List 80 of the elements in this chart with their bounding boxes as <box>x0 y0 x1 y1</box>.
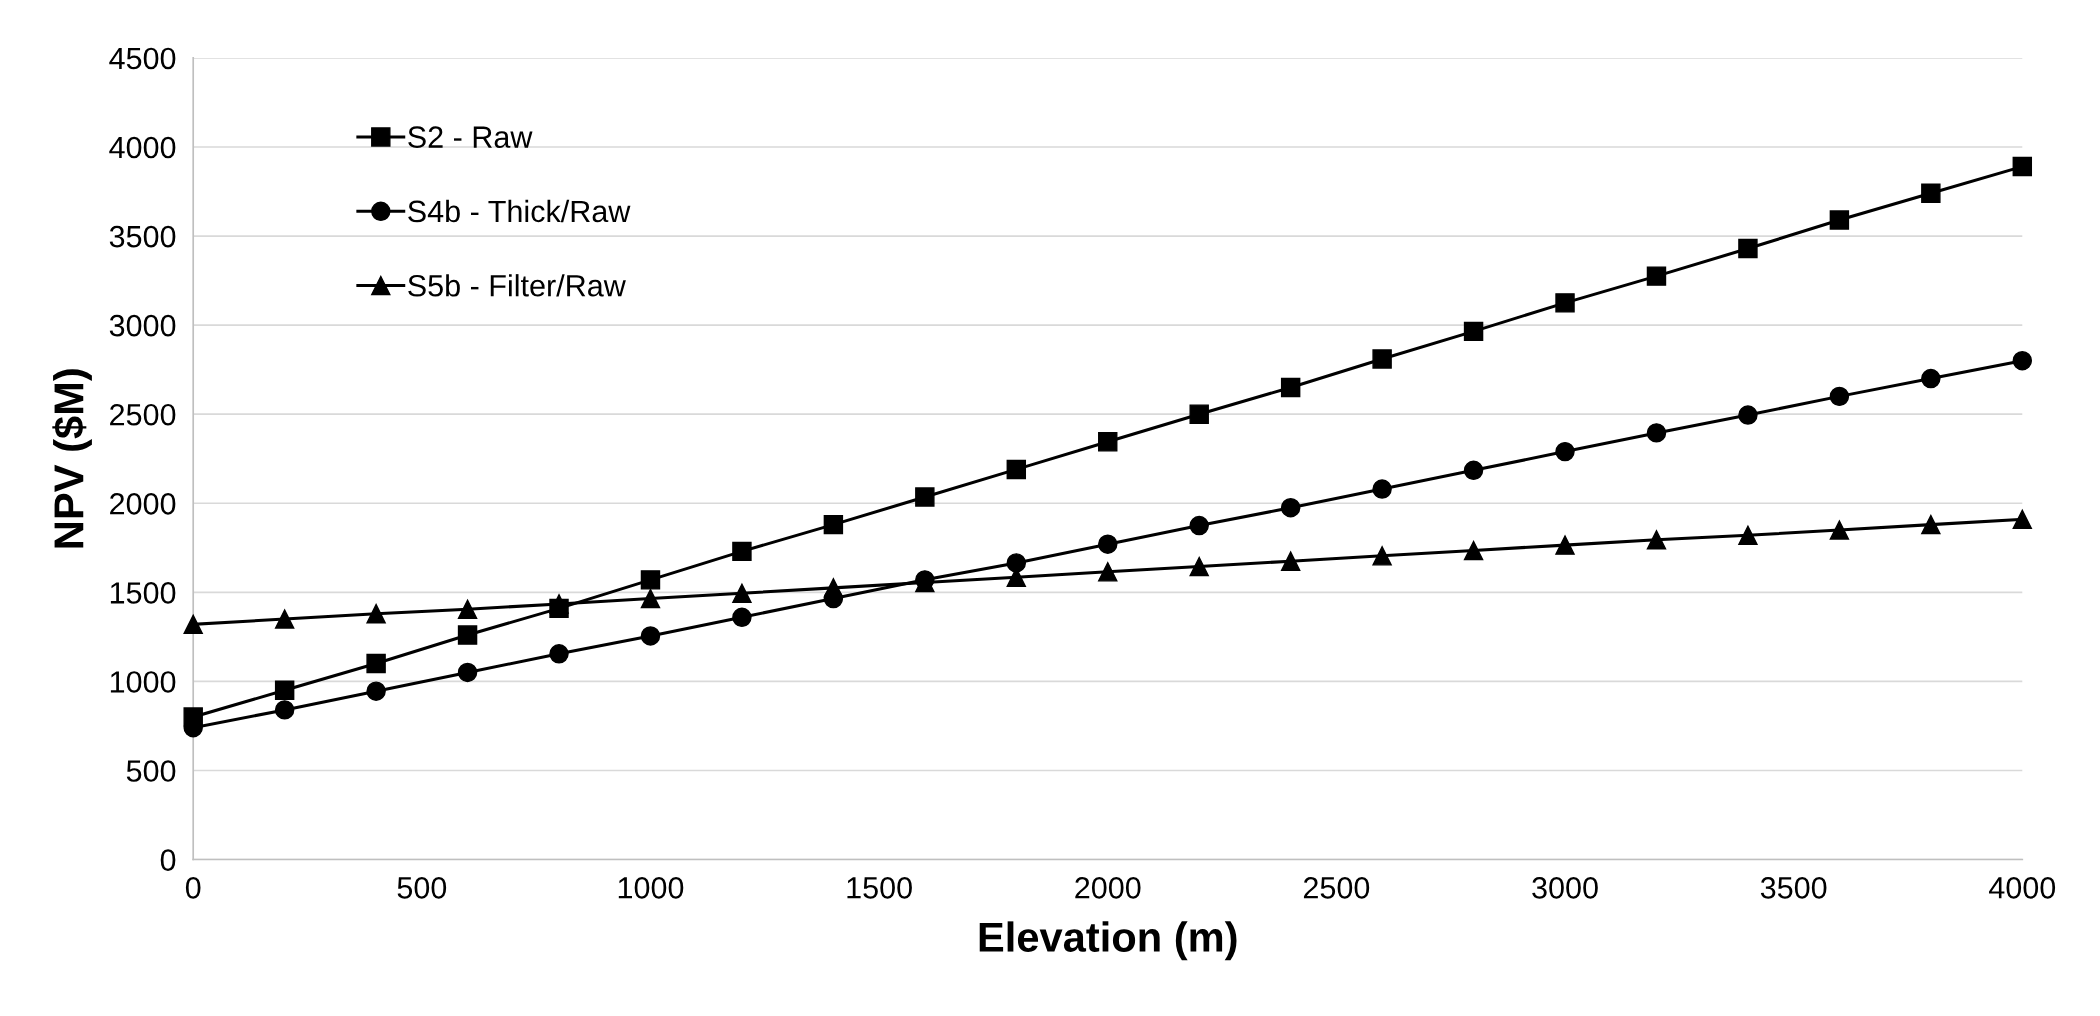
point <box>1829 520 1850 540</box>
point <box>1006 459 1027 480</box>
y-tick-label: 1500 <box>110 582 176 604</box>
point <box>640 570 661 590</box>
x-tick-label: 500 <box>397 877 447 899</box>
point <box>457 662 478 683</box>
point <box>823 514 844 535</box>
point <box>1189 556 1209 577</box>
point <box>732 607 752 627</box>
point <box>1372 349 1392 369</box>
point <box>1555 535 1575 555</box>
point <box>274 609 295 629</box>
y-tick-label: 3000 <box>109 314 176 337</box>
point <box>366 653 386 674</box>
point <box>366 681 386 701</box>
point <box>2012 351 2033 371</box>
point <box>1463 460 1484 481</box>
y-tick-label: 0 <box>160 849 176 871</box>
point <box>1463 540 1484 561</box>
y-tick-label: 3500 <box>109 225 176 248</box>
point <box>183 614 203 635</box>
point <box>1738 238 1758 259</box>
x-tick-label: 2500 <box>1303 877 1370 899</box>
point <box>1463 321 1484 342</box>
point <box>915 487 935 507</box>
y-tick-label: 2500 <box>110 403 176 426</box>
point <box>1189 515 1209 536</box>
point <box>1738 405 1758 425</box>
point <box>1646 266 1667 286</box>
point <box>1098 562 1118 582</box>
point <box>1372 546 1392 566</box>
point <box>823 578 844 598</box>
y-tick-label: 4500 <box>109 47 176 70</box>
y-tick-label: 1000 <box>110 671 176 693</box>
point <box>457 599 478 619</box>
x-tick-label: 1000 <box>618 877 684 899</box>
point <box>1738 525 1758 546</box>
x-tick-label: 3000 <box>1532 877 1598 899</box>
point <box>1372 479 1392 499</box>
point <box>2012 156 2033 177</box>
point <box>732 583 752 603</box>
x-tick-label: 0 <box>185 877 201 899</box>
point <box>1280 551 1301 571</box>
point <box>1921 183 1941 204</box>
point <box>1098 432 1118 452</box>
legend-label: S5b - Filter/Raw <box>408 274 626 297</box>
y-axis-title: NPV ($M) <box>52 369 92 548</box>
point <box>274 680 295 701</box>
point <box>732 541 752 562</box>
point <box>457 625 478 645</box>
point <box>1829 386 1850 407</box>
point <box>1280 497 1301 518</box>
point <box>1189 404 1209 424</box>
point <box>2012 509 2033 530</box>
point <box>640 626 661 646</box>
point <box>549 594 569 614</box>
point <box>1646 423 1667 443</box>
x-tick-label: 3500 <box>1760 877 1827 899</box>
point <box>1829 210 1850 230</box>
point <box>1280 377 1301 398</box>
x-tick-label: 1500 <box>847 877 912 899</box>
point <box>1006 553 1027 573</box>
point <box>1555 441 1575 462</box>
point <box>1555 293 1575 313</box>
point <box>366 603 386 624</box>
legend-label: S4b - Thick/Raw <box>408 199 631 223</box>
point <box>640 588 661 609</box>
x-tick-label: 4000 <box>1989 877 2056 899</box>
point <box>1921 368 1941 389</box>
x-tick-label: 2000 <box>1075 877 1141 899</box>
y-tick-label: 500 <box>126 760 176 782</box>
point <box>1921 514 1941 535</box>
point <box>1646 530 1667 550</box>
y-tick-label: 2000 <box>110 492 176 515</box>
point <box>549 644 569 664</box>
x-axis-title: Elevation (m) <box>979 921 1237 961</box>
point <box>274 700 295 720</box>
y-tick-label: 4000 <box>109 136 176 159</box>
legend-label: S2 - Raw <box>408 126 533 148</box>
point <box>1098 534 1118 554</box>
